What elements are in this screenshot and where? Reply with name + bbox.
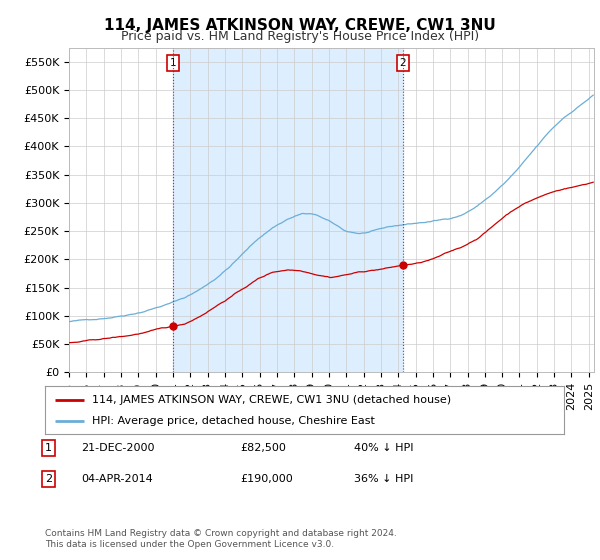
Text: 1: 1 xyxy=(45,443,52,453)
Text: 114, JAMES ATKINSON WAY, CREWE, CW1 3NU: 114, JAMES ATKINSON WAY, CREWE, CW1 3NU xyxy=(104,18,496,34)
Text: 1: 1 xyxy=(170,58,176,68)
Text: HPI: Average price, detached house, Cheshire East: HPI: Average price, detached house, Ches… xyxy=(92,416,374,426)
Bar xyxy=(173,48,403,372)
Text: £82,500: £82,500 xyxy=(240,443,286,453)
Text: 2: 2 xyxy=(45,474,52,484)
Text: 21-DEC-2000: 21-DEC-2000 xyxy=(81,443,155,453)
Text: 36% ↓ HPI: 36% ↓ HPI xyxy=(354,474,413,484)
Text: £190,000: £190,000 xyxy=(240,474,293,484)
Text: Contains HM Land Registry data © Crown copyright and database right 2024.
This d: Contains HM Land Registry data © Crown c… xyxy=(45,529,397,549)
Text: Price paid vs. HM Land Registry's House Price Index (HPI): Price paid vs. HM Land Registry's House … xyxy=(121,30,479,43)
Text: 114, JAMES ATKINSON WAY, CREWE, CW1 3NU (detached house): 114, JAMES ATKINSON WAY, CREWE, CW1 3NU … xyxy=(92,395,451,405)
Text: 2: 2 xyxy=(400,58,406,68)
Text: 04-APR-2014: 04-APR-2014 xyxy=(81,474,153,484)
Text: 40% ↓ HPI: 40% ↓ HPI xyxy=(354,443,413,453)
